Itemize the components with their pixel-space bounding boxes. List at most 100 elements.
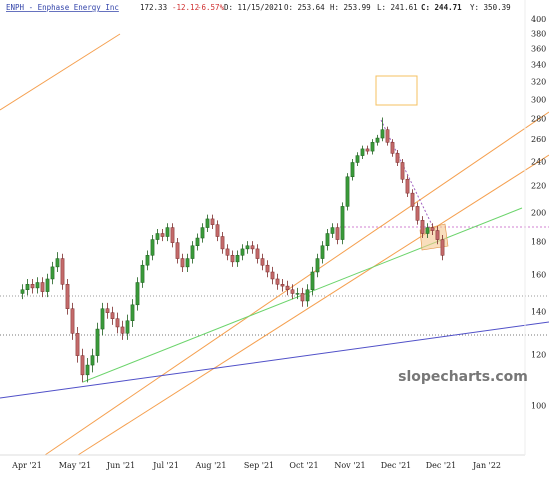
x-tick-label: Jun '21 xyxy=(106,461,135,470)
y-tick-label: 160 xyxy=(531,270,546,279)
trend-line xyxy=(44,111,549,456)
candle-body xyxy=(135,282,140,306)
y-tick-label: 240 xyxy=(531,157,546,166)
candle-body xyxy=(370,142,375,152)
candle-body xyxy=(165,227,170,237)
y-tick-label: 120 xyxy=(531,351,546,360)
yearly: Y: 350.39 xyxy=(470,3,511,12)
candle-body xyxy=(300,293,305,302)
candle-body xyxy=(240,248,245,256)
candle-body xyxy=(435,230,440,240)
open: O: 253.64 xyxy=(284,3,325,12)
candle-body xyxy=(280,284,285,287)
candle-body xyxy=(200,227,205,239)
header: ENPH - Enphase Energy Inc 172.33 -12.12 … xyxy=(6,3,511,12)
candle-body xyxy=(150,239,155,256)
candle-body xyxy=(205,218,210,228)
change-pct: -6.57% xyxy=(197,3,225,12)
drawings xyxy=(0,0,549,456)
candle-body xyxy=(80,355,85,376)
candle-body xyxy=(75,333,80,356)
candle-body xyxy=(20,289,25,294)
y-tick-label: 180 xyxy=(531,238,546,247)
candle-body xyxy=(35,282,40,289)
x-tick-label: Nov '21 xyxy=(334,461,365,470)
y-tick-label: 200 xyxy=(531,208,546,217)
candle-body xyxy=(350,162,355,178)
y-tick-label: 400 xyxy=(531,15,546,24)
candle-body xyxy=(160,233,165,237)
candle-body xyxy=(250,245,255,250)
candle-body xyxy=(335,227,340,240)
y-tick-label: 340 xyxy=(531,60,546,69)
candle-body xyxy=(55,258,60,268)
candle-body xyxy=(375,137,380,143)
y-tick-label: 300 xyxy=(531,95,546,104)
trend-line xyxy=(0,321,549,399)
candle-body xyxy=(95,328,100,356)
trend-line xyxy=(380,119,433,226)
x-tick-label: Dec '21 xyxy=(381,461,412,470)
y-tick-label: 220 xyxy=(531,182,546,191)
candle-body xyxy=(180,258,185,268)
candle-body xyxy=(145,255,150,266)
candle-body xyxy=(320,245,325,259)
candle-body xyxy=(385,129,390,143)
candle-body xyxy=(30,284,35,289)
candle-body xyxy=(415,206,420,221)
candle-body xyxy=(270,271,275,280)
candle-body xyxy=(395,153,400,163)
candle-body xyxy=(105,308,110,313)
candle-body xyxy=(420,220,425,234)
candle-body xyxy=(110,312,115,319)
x-tick-label: Oct '21 xyxy=(289,461,318,470)
candle-body xyxy=(170,227,175,243)
x-tick-label: Dec '21 xyxy=(426,461,457,470)
candle-body xyxy=(115,318,120,328)
y-tick-label: 260 xyxy=(531,135,546,144)
ticker[interactable]: ENPH - Enphase Energy Inc xyxy=(6,3,119,12)
trend-line xyxy=(0,33,121,111)
candle-body xyxy=(330,227,335,234)
candle-body xyxy=(425,227,430,234)
candle-body xyxy=(440,239,445,256)
y-tick-label: 280 xyxy=(531,115,546,124)
candle-body xyxy=(310,271,315,291)
candle-body xyxy=(235,255,240,263)
watermark: slopecharts.com xyxy=(398,369,528,385)
candle-body xyxy=(275,278,280,285)
candle-body xyxy=(215,224,220,237)
candle-body xyxy=(245,245,250,250)
candle-body xyxy=(130,304,135,321)
candle-body xyxy=(185,258,190,268)
x-tick-label: May '21 xyxy=(59,461,91,470)
candle-body xyxy=(155,233,160,240)
candle-body xyxy=(220,236,225,250)
candle-body xyxy=(90,355,95,366)
x-tick-label: Sep '21 xyxy=(244,461,274,470)
y-tick-label: 380 xyxy=(531,29,546,38)
y-tick-label: 360 xyxy=(531,45,546,54)
low: L: 241.61 xyxy=(377,3,418,12)
box xyxy=(375,75,418,106)
date: D: 11/15/2021 xyxy=(224,3,283,12)
candle-body xyxy=(315,258,320,273)
candle-body xyxy=(70,308,75,334)
candle-body xyxy=(175,242,180,259)
candle-body xyxy=(40,282,45,292)
x-tick-label: Apr '21 xyxy=(11,461,42,470)
x-tick-label: Jan '22 xyxy=(472,461,501,470)
candle-body xyxy=(365,148,370,152)
change: -12.12 xyxy=(172,3,199,12)
candle-body xyxy=(255,248,260,259)
candle-body xyxy=(60,258,65,285)
y-tick-label: 320 xyxy=(531,77,546,86)
candle-body xyxy=(265,264,270,273)
candle-body xyxy=(210,218,215,225)
candle-body xyxy=(285,285,290,291)
candle-body xyxy=(260,258,265,266)
candle-body xyxy=(360,148,365,156)
candle-body xyxy=(225,248,230,256)
